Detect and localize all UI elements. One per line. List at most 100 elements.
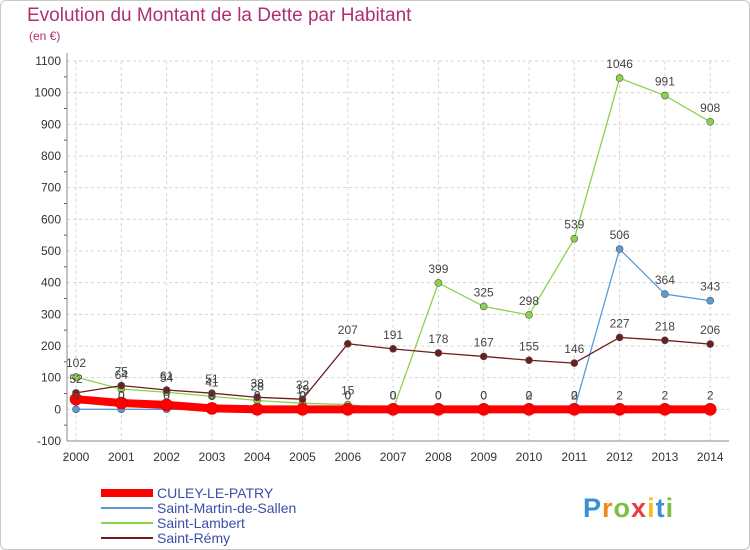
data-label: 0 <box>299 388 306 402</box>
legend-label: Saint-Martin-de-Sallen <box>157 500 297 516</box>
data-point <box>525 356 533 365</box>
data-label: 0 <box>209 388 216 402</box>
data-label: 2 <box>526 388 533 402</box>
y-tick-label: 800 <box>41 149 61 163</box>
data-point <box>703 403 717 416</box>
data-label: 0 <box>118 388 125 402</box>
data-label: 146 <box>564 342 584 356</box>
data-label: 54 <box>160 371 174 385</box>
data-point <box>615 245 624 253</box>
data-label: 178 <box>428 332 448 346</box>
data-point <box>706 296 715 305</box>
data-label: 52 <box>69 372 83 386</box>
data-point <box>477 403 491 416</box>
data-label: 167 <box>474 335 494 349</box>
data-point <box>615 333 624 342</box>
data-label: 41 <box>205 375 219 389</box>
data-label: 0 <box>209 388 216 402</box>
data-label: 0 <box>390 388 397 402</box>
data-label: 0 <box>254 388 261 402</box>
data-label: 155 <box>519 339 539 353</box>
data-label: 191 <box>383 328 403 342</box>
data-label: 51 <box>205 372 219 386</box>
data-label: 1046 <box>606 57 633 71</box>
x-tick-label: 2006 <box>334 450 361 464</box>
data-label: 539 <box>564 218 584 232</box>
y-tick-label: 0 <box>54 402 61 416</box>
data-label: 0 <box>435 388 442 402</box>
data-point <box>341 403 355 416</box>
data-point <box>706 340 715 348</box>
data-label: 991 <box>655 75 675 89</box>
data-label: 0 <box>390 388 397 402</box>
x-tick-label: 2005 <box>289 450 316 464</box>
data-label: 2 <box>616 388 623 402</box>
chart-unit-label: (en €) <box>29 29 61 43</box>
x-tick-label: 2012 <box>606 450 633 464</box>
data-label: 0 <box>344 388 351 402</box>
data-point <box>160 398 173 412</box>
data-label: 0 <box>435 388 442 402</box>
data-point <box>298 395 307 404</box>
data-label: 343 <box>700 280 720 294</box>
data-point <box>69 392 83 406</box>
logo-letter: i <box>665 493 675 523</box>
y-tick-label: 400 <box>41 276 61 290</box>
y-tick-label: 100 <box>41 371 61 385</box>
data-point <box>567 403 581 416</box>
data-point <box>389 345 397 353</box>
data-label: 227 <box>610 316 630 330</box>
data-point <box>434 349 443 357</box>
data-point <box>296 403 309 416</box>
data-label: 0 <box>480 388 487 402</box>
data-point <box>250 403 264 416</box>
data-label: 0 <box>163 388 170 402</box>
data-point <box>117 381 126 390</box>
data-point <box>525 311 533 319</box>
data-label: 908 <box>700 101 720 115</box>
chart-title: Evolution du Montant de la Dette par Hab… <box>27 5 412 26</box>
data-label: 2 <box>662 388 669 402</box>
legend-swatch <box>101 522 153 524</box>
data-point <box>72 405 80 414</box>
data-point <box>661 336 669 345</box>
data-point <box>386 403 400 416</box>
x-tick-label: 2004 <box>244 450 271 464</box>
y-tick-label: 1100 <box>35 54 61 68</box>
data-point <box>115 396 128 410</box>
data-label: 0 <box>118 388 125 402</box>
legend-swatch <box>101 489 153 497</box>
data-label: 0 <box>571 388 578 402</box>
data-label: 0 <box>344 388 351 402</box>
data-label: 0 <box>163 388 170 402</box>
data-point <box>432 403 445 416</box>
data-label: 102 <box>66 356 86 370</box>
data-label: 0 <box>480 388 487 402</box>
data-label: 206 <box>700 323 720 337</box>
data-label: 75 <box>115 365 129 379</box>
data-label: 399 <box>428 262 448 276</box>
legend-label: Saint-Rémy <box>157 530 231 546</box>
logo-letter: i <box>647 493 656 523</box>
data-point <box>706 118 715 126</box>
data-point <box>479 302 488 311</box>
data-label: 2 <box>571 388 578 402</box>
y-tick-label: 1000 <box>34 86 61 100</box>
x-tick-label: 2002 <box>153 450 180 464</box>
data-label: 64 <box>115 368 129 382</box>
x-tick-label: 2001 <box>108 450 135 464</box>
data-point <box>253 393 262 402</box>
legend-swatch <box>101 537 153 539</box>
logo-letter: P <box>583 493 603 523</box>
x-tick-label: 2007 <box>380 450 407 464</box>
data-point <box>479 352 488 361</box>
data-point <box>434 279 443 287</box>
y-tick-label: 900 <box>41 117 61 131</box>
data-label: 298 <box>519 294 539 308</box>
proxiti-logo: Proxiti <box>583 493 674 524</box>
logo-letter: o <box>613 493 632 523</box>
data-label: 28 <box>251 379 265 393</box>
data-label: 38 <box>251 376 265 390</box>
x-tick-label: 2009 <box>470 450 497 464</box>
